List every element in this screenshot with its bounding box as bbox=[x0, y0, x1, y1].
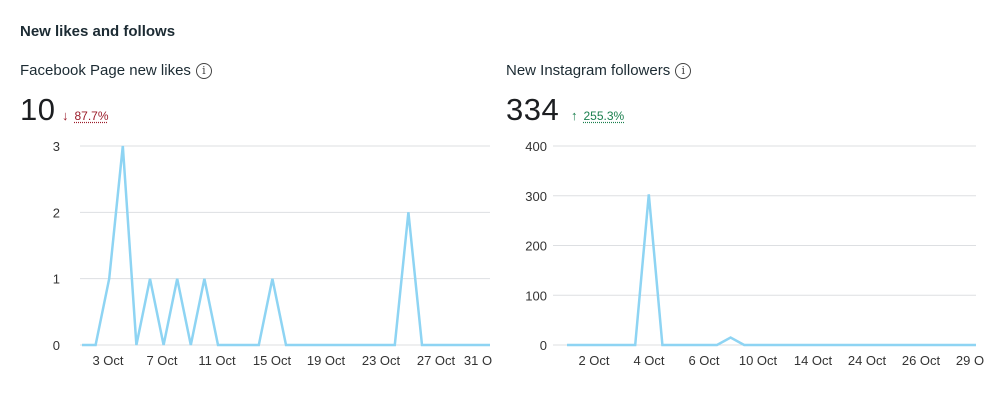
arrow-down-icon: ↓ bbox=[62, 108, 69, 123]
x-tick-label: 19 Oct bbox=[307, 353, 346, 368]
section-title: New likes and follows bbox=[20, 23, 176, 40]
change-indicator[interactable]: ↓ 87.7% bbox=[62, 108, 109, 123]
y-tick-label: 100 bbox=[525, 288, 547, 303]
instagram-followers-panel: New Instagram followers i 334 ↑ 255.3% bbox=[500, 0, 1004, 414]
x-tick-label: 14 Oct bbox=[794, 353, 833, 368]
x-tick-label: 4 Oct bbox=[633, 353, 664, 368]
total-value: 334 bbox=[506, 92, 560, 127]
facebook-likes-panel: Facebook Page new likes i 10 ↓ 87.7% bbox=[0, 0, 500, 414]
y-tick-label: 3 bbox=[53, 139, 60, 154]
x-tick-label: 10 Oct bbox=[739, 353, 778, 368]
info-icon[interactable]: i bbox=[195, 62, 212, 79]
x-tick-label: 27 Oct bbox=[417, 353, 456, 368]
y-tick-label: 2 bbox=[53, 205, 60, 220]
x-tick-label: 29 O bbox=[956, 353, 984, 368]
x-tick-label: 26 Oct bbox=[902, 353, 941, 368]
y-tick-label: 400 bbox=[525, 139, 547, 154]
x-tick-label: 15 Oct bbox=[253, 353, 292, 368]
chart-title-text: New Instagram followers bbox=[506, 62, 671, 79]
total-value: 10 bbox=[20, 92, 56, 127]
y-tick-label: 1 bbox=[53, 272, 60, 287]
x-tick-label: 7 Oct bbox=[146, 353, 177, 368]
series-line[interactable] bbox=[567, 194, 976, 347]
x-tick-label: 11 Oct bbox=[198, 353, 236, 368]
y-tick-label: 200 bbox=[525, 239, 547, 254]
chart-title: New Instagram followers i bbox=[506, 62, 692, 79]
change-indicator[interactable]: ↑ 255.3% bbox=[571, 108, 624, 123]
x-tick-label: 6 Oct bbox=[688, 353, 719, 368]
chart-title-text: Facebook Page new likes bbox=[20, 62, 191, 79]
x-tick-label: 2 Oct bbox=[578, 353, 609, 368]
arrow-up-icon: ↑ bbox=[571, 108, 578, 123]
y-tick-label: 0 bbox=[540, 338, 547, 353]
x-tick-label: 24 Oct bbox=[848, 353, 887, 368]
info-icon[interactable]: i bbox=[675, 62, 692, 79]
change-percent: 87.7% bbox=[74, 108, 109, 123]
change-percent: 255.3% bbox=[583, 108, 625, 123]
y-tick-label: 0 bbox=[53, 338, 60, 353]
x-tick-label: 3 Oct bbox=[92, 353, 123, 368]
y-tick-label: 300 bbox=[525, 189, 547, 204]
x-tick-label: 31 O bbox=[464, 353, 492, 368]
x-tick-label: 23 Oct bbox=[362, 353, 401, 368]
chart-title: Facebook Page new likes i bbox=[20, 62, 212, 79]
